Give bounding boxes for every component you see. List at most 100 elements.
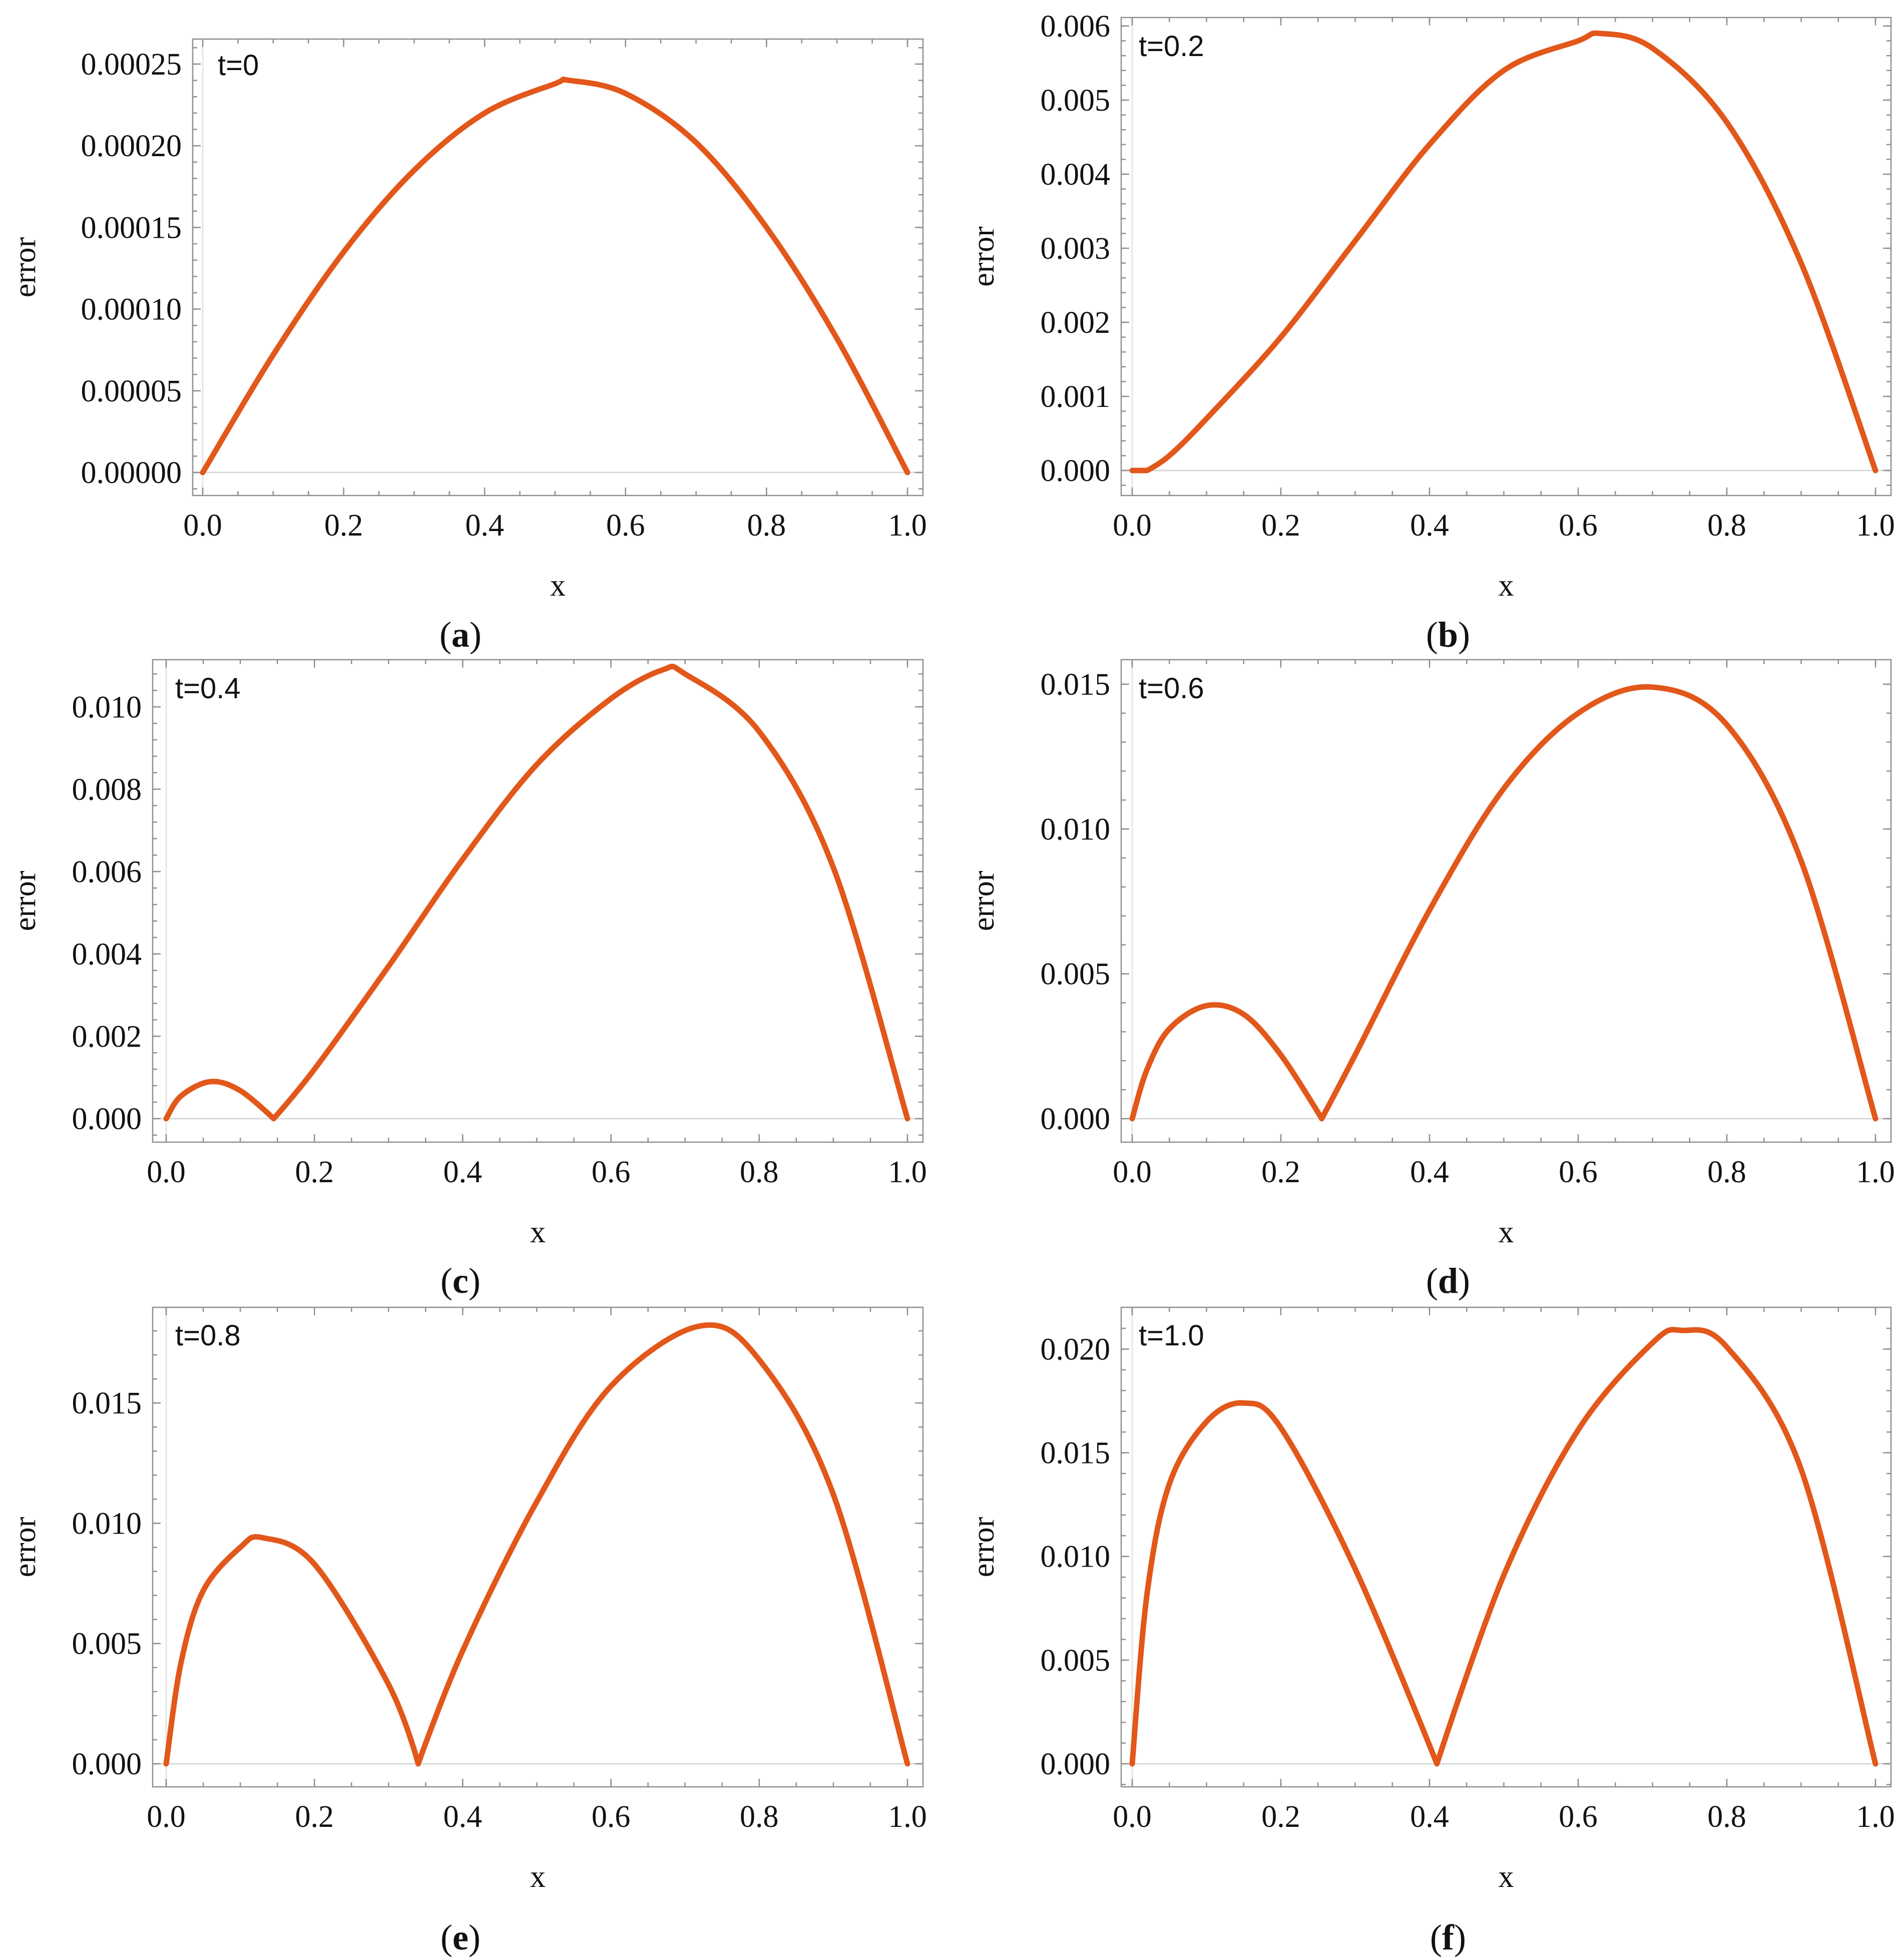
panel-a-x-tick-label: 0.4: [465, 509, 504, 543]
panel-b-error-curve: [1129, 30, 1878, 473]
panel-a-x-tick-label: 0.8: [747, 509, 786, 543]
panel-b-y-axis-title: error: [967, 226, 1001, 287]
panel-d-x-tick-label: 0.6: [1559, 1155, 1598, 1189]
panel-a-frame: [192, 38, 924, 497]
panel-e-y-tick-label: 0.010: [72, 1507, 142, 1541]
panel-f-y-tick-label: 0.010: [1041, 1540, 1111, 1574]
panel-b-x-tick-label: 0.0: [1113, 509, 1152, 543]
panel-e-x-tick-label: 1.0: [888, 1800, 927, 1834]
panel-b-y-tick-label: 0.000: [1041, 454, 1111, 488]
panel-c-y-tick-label: 0.010: [72, 690, 142, 724]
panel-a-y-tick-label: 0.00015: [81, 211, 182, 245]
panel-d-time-label: t=0.6: [1139, 672, 1204, 705]
panel-b-x-tick-label: 0.4: [1410, 509, 1449, 543]
panel-f-y-tick-label: 0.005: [1041, 1644, 1111, 1678]
panel-f-y-axis-title: error: [967, 1517, 1001, 1577]
panel-e-x-tick-label: 0.8: [740, 1800, 779, 1834]
panel-d-y-axis-title: error: [967, 870, 1001, 931]
panel-f-x-tick-label: 0.2: [1261, 1800, 1300, 1834]
panel-a-y-tick-label: 0.00005: [81, 374, 182, 408]
panel-b-y-tick-label: 0.001: [1041, 380, 1111, 414]
panel-f-x-tick-label: 0.4: [1410, 1800, 1449, 1834]
panel-d-x-tick-label: 0.4: [1410, 1155, 1449, 1189]
panel-f-y-tick-label: 0.015: [1041, 1436, 1111, 1471]
panel-c-y-tick-label: 0.008: [72, 773, 142, 807]
panel-e-x-tick-label: 0.6: [592, 1800, 631, 1834]
panel-c-error-curve: [163, 664, 910, 1122]
panel-a-time-label: t=0: [218, 49, 259, 82]
panel-a-y-tick-label: 0.00025: [81, 48, 182, 82]
panel-a-y-axis-title: error: [8, 237, 42, 297]
panel-d-error-curve: [1129, 684, 1878, 1122]
panel-f-x-axis-title: x: [1499, 1860, 1514, 1894]
panel-b-x-tick-label: 1.0: [1856, 509, 1895, 543]
panel-d-frame: [1120, 659, 1892, 1143]
panel-a-x-axis-title: x: [550, 569, 566, 603]
panel-b-y-tick-label: 0.002: [1041, 306, 1111, 340]
panel-f-x-tick-label: 1.0: [1856, 1800, 1895, 1834]
panel-c-x-tick-label: 0.6: [592, 1155, 631, 1189]
panel-b-time-label: t=0.2: [1139, 30, 1204, 63]
panel-b-caption: (b): [1426, 615, 1470, 655]
panel-d-y-tick-label: 0.010: [1041, 812, 1111, 846]
panel-c-x-tick-label: 0.8: [740, 1155, 779, 1189]
panel-f-x-tick-label: 0.8: [1707, 1800, 1746, 1834]
panel-a-x-tick-label: 0.0: [183, 509, 222, 543]
panel-e-x-tick-label: 0.2: [295, 1800, 334, 1834]
panel-f-time-label: t=1.0: [1139, 1319, 1204, 1352]
panel-b-x-tick-label: 0.2: [1261, 509, 1300, 543]
panel-a-y-tick-label: 0.00000: [81, 456, 182, 490]
panel-c-y-tick-label: 0.006: [72, 855, 142, 889]
panel-d-y-tick-label: 0.005: [1041, 957, 1111, 992]
panel-d-x-tick-label: 1.0: [1856, 1155, 1895, 1189]
panel-e-error-curve: [163, 1322, 910, 1767]
panel-b-y-tick-label: 0.004: [1041, 158, 1111, 192]
panel-c-y-tick-label: 0.000: [72, 1102, 142, 1136]
panel-a-caption: (a): [439, 615, 482, 655]
panel-c-frame: [152, 659, 924, 1143]
panel-b-x-axis-title: x: [1499, 569, 1514, 603]
panel-a-x-tick-label: 0.2: [324, 509, 363, 543]
panel-f-caption: (f): [1430, 1917, 1466, 1957]
panel-e-y-tick-label: 0.015: [72, 1386, 142, 1420]
panel-a-y-tick-label: 0.00010: [81, 293, 182, 327]
panel-e-y-tick-label: 0.000: [72, 1747, 142, 1781]
panel-c-x-tick-label: 0.0: [147, 1155, 186, 1189]
panel-f-error-curve: [1129, 1327, 1878, 1767]
panel-d-x-tick-label: 0.0: [1113, 1155, 1152, 1189]
panel-a-x-tick-label: 1.0: [888, 509, 927, 543]
panel-c-x-tick-label: 0.2: [295, 1155, 334, 1189]
panel-e-x-axis-title: x: [530, 1860, 546, 1894]
panel-e-y-axis-title: error: [8, 1517, 42, 1577]
panel-d-x-axis-title: x: [1499, 1215, 1514, 1249]
panel-d-x-tick-label: 0.2: [1261, 1155, 1300, 1189]
panel-d-y-tick-label: 0.015: [1041, 668, 1111, 702]
panel-f-x-tick-label: 0.6: [1559, 1800, 1598, 1834]
panel-d-x-tick-label: 0.8: [1707, 1155, 1746, 1189]
panel-e-x-tick-label: 0.4: [443, 1800, 483, 1834]
panel-a-error-curve: [200, 76, 910, 475]
panel-e-caption: (e): [440, 1917, 481, 1957]
panel-b-y-tick-label: 0.003: [1041, 232, 1111, 266]
panel-b-y-tick-label: 0.006: [1041, 10, 1111, 44]
panel-c-y-tick-label: 0.004: [72, 937, 142, 971]
panel-e-x-tick-label: 0.0: [147, 1800, 186, 1834]
panel-c-x-tick-label: 0.4: [443, 1155, 483, 1189]
panel-d-y-tick-label: 0.000: [1041, 1102, 1111, 1136]
panel-c-y-axis-title: error: [8, 870, 42, 931]
panel-b-x-tick-label: 0.8: [1707, 509, 1746, 543]
panel-f-frame: [1120, 1306, 1892, 1788]
panel-c-caption: (c): [440, 1261, 481, 1301]
panel-b-frame: [1120, 17, 1892, 497]
panel-c-time-label: t=0.4: [175, 672, 241, 705]
panel-f-y-tick-label: 0.020: [1041, 1332, 1111, 1366]
panel-e-y-tick-label: 0.005: [72, 1627, 142, 1661]
panel-f-x-tick-label: 0.0: [1113, 1800, 1152, 1834]
panel-b-x-tick-label: 0.6: [1559, 509, 1598, 543]
panel-d-caption: (d): [1426, 1261, 1470, 1301]
panel-b-y-tick-label: 0.005: [1041, 84, 1111, 118]
panel-a-x-tick-label: 0.6: [606, 509, 645, 543]
panel-e-frame: [152, 1306, 924, 1788]
